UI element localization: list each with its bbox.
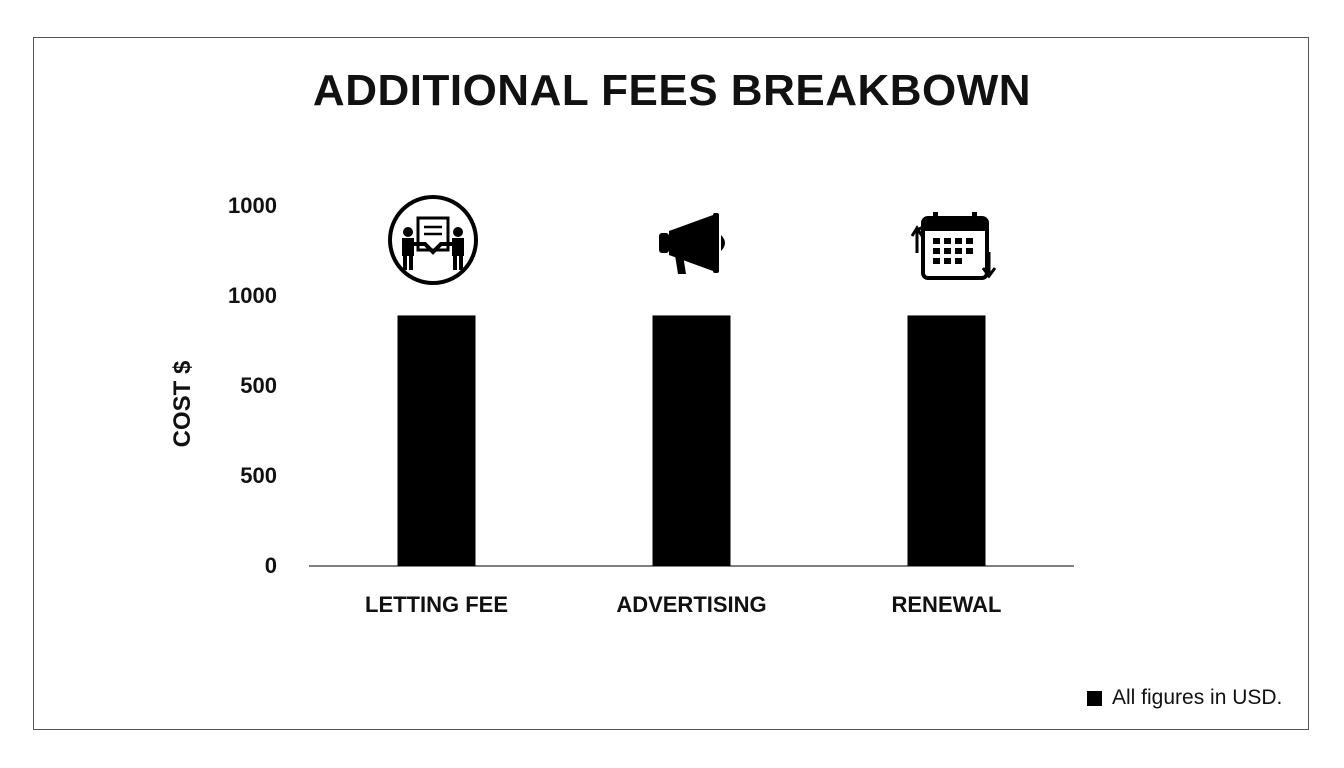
y-axis-label: COST $ (169, 360, 196, 447)
bar-renewal (907, 315, 986, 566)
legend: All figures in USD. (1087, 686, 1282, 710)
y-tick-label: 500 (240, 463, 277, 488)
bar-letting-fee (397, 315, 476, 566)
y-tick-labels: 0 500 500 1000 1000 (228, 193, 277, 578)
legend-swatch (1087, 690, 1102, 706)
x-tick-label: LETTING FEE (365, 592, 508, 617)
x-tick-label: ADVERTISING (616, 592, 766, 617)
y-tick-label: 1000 (228, 193, 277, 218)
legend-note: All figures in USD. (1112, 686, 1283, 709)
x-tick-label: RENEWAL (892, 592, 1002, 617)
y-tick-label: 0 (265, 553, 277, 578)
megaphone-icon (659, 213, 725, 274)
y-tick-label: 500 (240, 373, 277, 398)
calendar-renewal-icon (910, 212, 997, 280)
x-tick-labels: LETTING FEE ADVERTISING RENEWAL (365, 592, 1002, 617)
bars (397, 315, 986, 566)
y-tick-label: 1000 (228, 283, 277, 308)
bar-advertising (652, 315, 731, 566)
chart-title: ADDITIONAL FEES BREAKBOWN (312, 66, 1032, 115)
handshake-contract-icon (388, 195, 478, 285)
